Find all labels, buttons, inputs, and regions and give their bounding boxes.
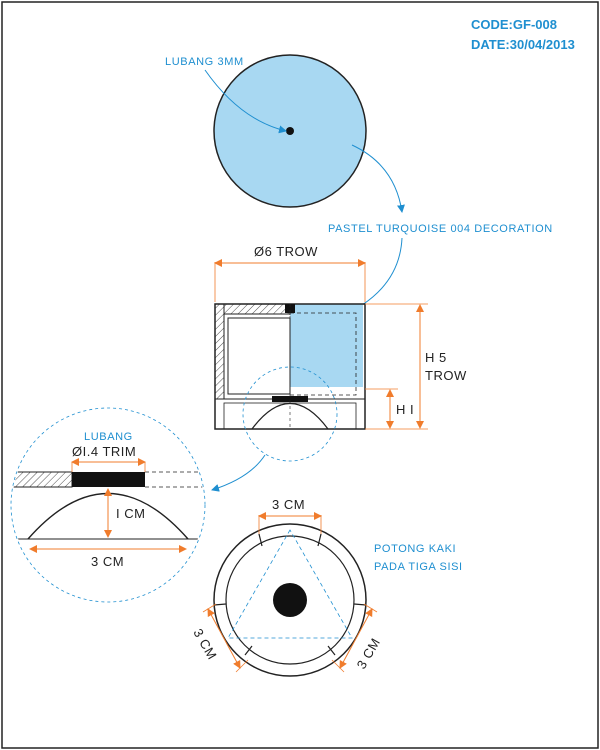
code-label: CODE:GF-008 bbox=[471, 17, 557, 32]
diameter-label: Ø6 TROW bbox=[254, 244, 318, 259]
detail-leader bbox=[211, 454, 266, 492]
bottom-inner-ring bbox=[225, 535, 355, 665]
cut-note-1: POTONG KAKI bbox=[374, 543, 456, 555]
hole-leader bbox=[204, 69, 287, 134]
side-view: Ø6 TROW H 5 TROW H I bbox=[211, 244, 467, 492]
decoration-label: PASTEL TURQUOISE 004 DECORATION bbox=[328, 223, 553, 235]
decoration-leader-top bbox=[351, 144, 405, 213]
decoration-fill bbox=[290, 304, 363, 387]
bottom-left-dim-label: 3 CM bbox=[190, 626, 220, 662]
decoration-leader-side bbox=[361, 237, 403, 306]
bottom-view: 3 CM 3 CM 3 CM POTONG KAKI PADA TIGA SIS… bbox=[190, 497, 463, 677]
bottom-right-dim-line bbox=[339, 608, 373, 669]
bottom-center-dot bbox=[273, 583, 307, 617]
detail-callout-circle bbox=[242, 366, 338, 462]
bottom-top-dim-label: 3 CM bbox=[272, 497, 305, 512]
detail-height-label: I CM bbox=[116, 506, 145, 521]
height-label-2: TROW bbox=[425, 368, 467, 383]
cut-note-2: PADA TIGA SISI bbox=[374, 561, 463, 573]
center-hole bbox=[286, 127, 294, 135]
top-view: LUBANG 3MM PASTEL TURQUOISE 004 DECORATI… bbox=[165, 54, 553, 306]
inner-height-label: H I bbox=[396, 402, 414, 417]
date-label: DATE:30/04/2013 bbox=[471, 37, 575, 52]
bottom-left-dim-line bbox=[207, 608, 241, 669]
bottom-right-dim-label: 3 CM bbox=[354, 635, 384, 671]
detail-circle bbox=[10, 407, 206, 603]
trim-label-1: LUBANG bbox=[84, 431, 133, 443]
trim-label-2: ØI.4 TRIM bbox=[72, 444, 136, 459]
hole-label: LUBANG 3MM bbox=[165, 56, 244, 68]
detail-view: LUBANG ØI.4 TRIM I CM 3 CM bbox=[10, 407, 206, 603]
trim-hole-block bbox=[72, 472, 145, 487]
leg-triangle bbox=[227, 529, 353, 639]
detail-width-label: 3 CM bbox=[91, 554, 124, 569]
height-label-1: H 5 bbox=[425, 350, 447, 365]
bottom-outer-ring bbox=[213, 523, 367, 677]
